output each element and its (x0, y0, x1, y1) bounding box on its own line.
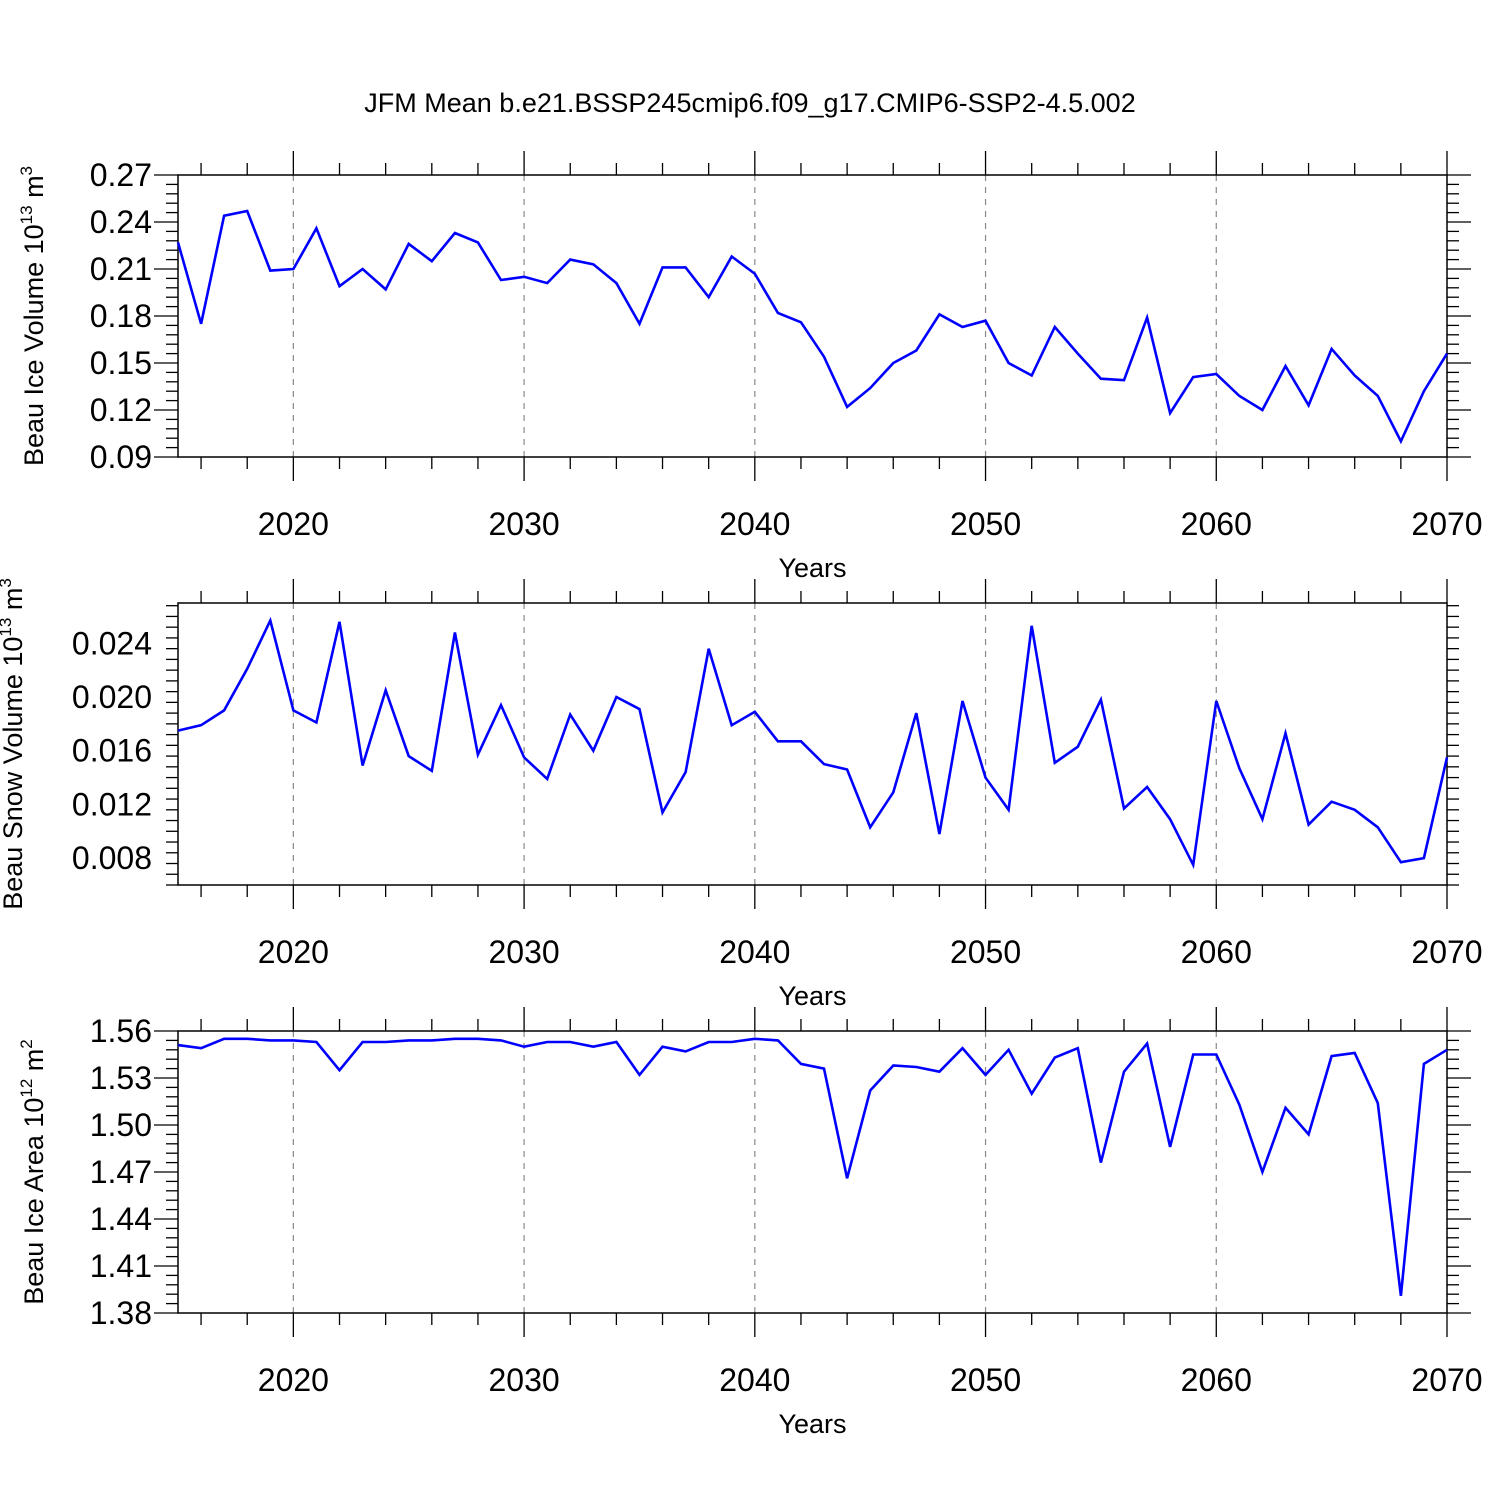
y-tick-label: 1.38 (90, 1295, 152, 1331)
x-axis-label: Years (778, 1409, 846, 1439)
x-tick-label: 2030 (488, 506, 559, 542)
panel-1: 0.09 0.12 0.15 0.18 0.21 0.24 0.27 2020 2030 2040… (17, 151, 1483, 583)
x-tick-label: 2040 (719, 1362, 790, 1398)
x-tick-label: 2020 (258, 1362, 329, 1398)
plot-frame (178, 1031, 1447, 1313)
x-tick-label: 2050 (950, 934, 1021, 970)
y-tick-label: 1.41 (90, 1248, 152, 1284)
x-tick-label: 2020 (258, 506, 329, 542)
y-axis-label-unit-exponent: 3 (17, 166, 36, 175)
panels: 0.09 0.12 0.15 0.18 0.21 0.24 0.27 2020 2030 2040… (0, 151, 1483, 1439)
y-axis-label: Beau Ice Volume 1013 m3 (17, 166, 49, 466)
x-tick-label: 2040 (719, 506, 790, 542)
y-tick-label: 0.09 (90, 439, 152, 475)
x-tick-label: 2050 (950, 506, 1021, 542)
series-line (178, 621, 1447, 865)
y-tick-label: 0.024 (72, 625, 152, 661)
x-axis-label: Years (778, 981, 846, 1011)
y-axis-label-unit-exponent: 2 (17, 1039, 36, 1048)
x-tick-label: 2060 (1181, 506, 1252, 542)
y-axis-label-exponent: 13 (0, 618, 15, 637)
y-tick-label: 1.44 (90, 1201, 152, 1237)
y-tick-label: 0.020 (72, 679, 152, 715)
x-tick-label: 2070 (1411, 934, 1482, 970)
figure-title: JFM Mean b.e21.BSSP245cmip6.f09_g17.CMIP… (364, 88, 1135, 118)
x-tick-label: 2020 (258, 934, 329, 970)
y-tick-label: 0.016 (72, 733, 152, 769)
plot-frame (178, 175, 1447, 457)
y-tick-label: 0.21 (90, 251, 152, 287)
y-axis-label-exponent: 12 (17, 1079, 36, 1098)
x-tick-label: 2050 (950, 1362, 1021, 1398)
y-tick-label: 0.012 (72, 786, 152, 822)
y-tick-label: 0.008 (72, 840, 152, 876)
y-tick-label: 0.24 (90, 204, 152, 240)
y-tick-label: 0.27 (90, 157, 152, 193)
x-tick-label: 2060 (1181, 934, 1252, 970)
y-tick-label: 0.18 (90, 298, 152, 334)
y-axis-label-unit: m (19, 1049, 49, 1079)
y-tick-label: 1.53 (90, 1060, 152, 1096)
y-tick-label: 1.56 (90, 1013, 152, 1049)
panel-2: 0.008 0.012 0.016 0.020 0.024 2020 2030 2040 205… (0, 578, 1483, 1011)
x-tick-label: 2030 (488, 1362, 559, 1398)
y-axis-label-text: Beau Ice Area 10 (19, 1098, 49, 1305)
y-axis-label-unit: m (19, 175, 49, 205)
y-axis-label-text: Beau Snow Volume 10 (0, 637, 28, 910)
y-tick-label: 0.15 (90, 345, 152, 381)
x-tick-label: 2060 (1181, 1362, 1252, 1398)
panel-3: 1.38 1.41 1.44 1.47 1.50 1.53 1.56 2020 2030 2040… (17, 1007, 1483, 1439)
x-axis-label: Years (778, 553, 846, 583)
x-tick-label: 2040 (719, 934, 790, 970)
y-tick-label: 0.12 (90, 392, 152, 428)
y-tick-label: 1.47 (90, 1154, 152, 1190)
y-axis-label-unit-exponent: 3 (0, 578, 15, 587)
y-axis-label: Beau Snow Volume 1013 m3 (0, 578, 28, 910)
y-tick-label: 1.50 (90, 1107, 152, 1143)
y-axis-label-text: Beau Ice Volume 10 (19, 224, 49, 466)
x-tick-label: 2070 (1411, 1362, 1482, 1398)
x-tick-label: 2030 (488, 934, 559, 970)
y-axis-label: Beau Ice Area 1012 m2 (17, 1039, 49, 1305)
x-tick-label: 2070 (1411, 506, 1482, 542)
y-axis-label-exponent: 13 (17, 205, 36, 224)
series-line (178, 211, 1447, 441)
series-line (178, 1039, 1447, 1296)
y-axis-label-unit: m (0, 588, 28, 618)
